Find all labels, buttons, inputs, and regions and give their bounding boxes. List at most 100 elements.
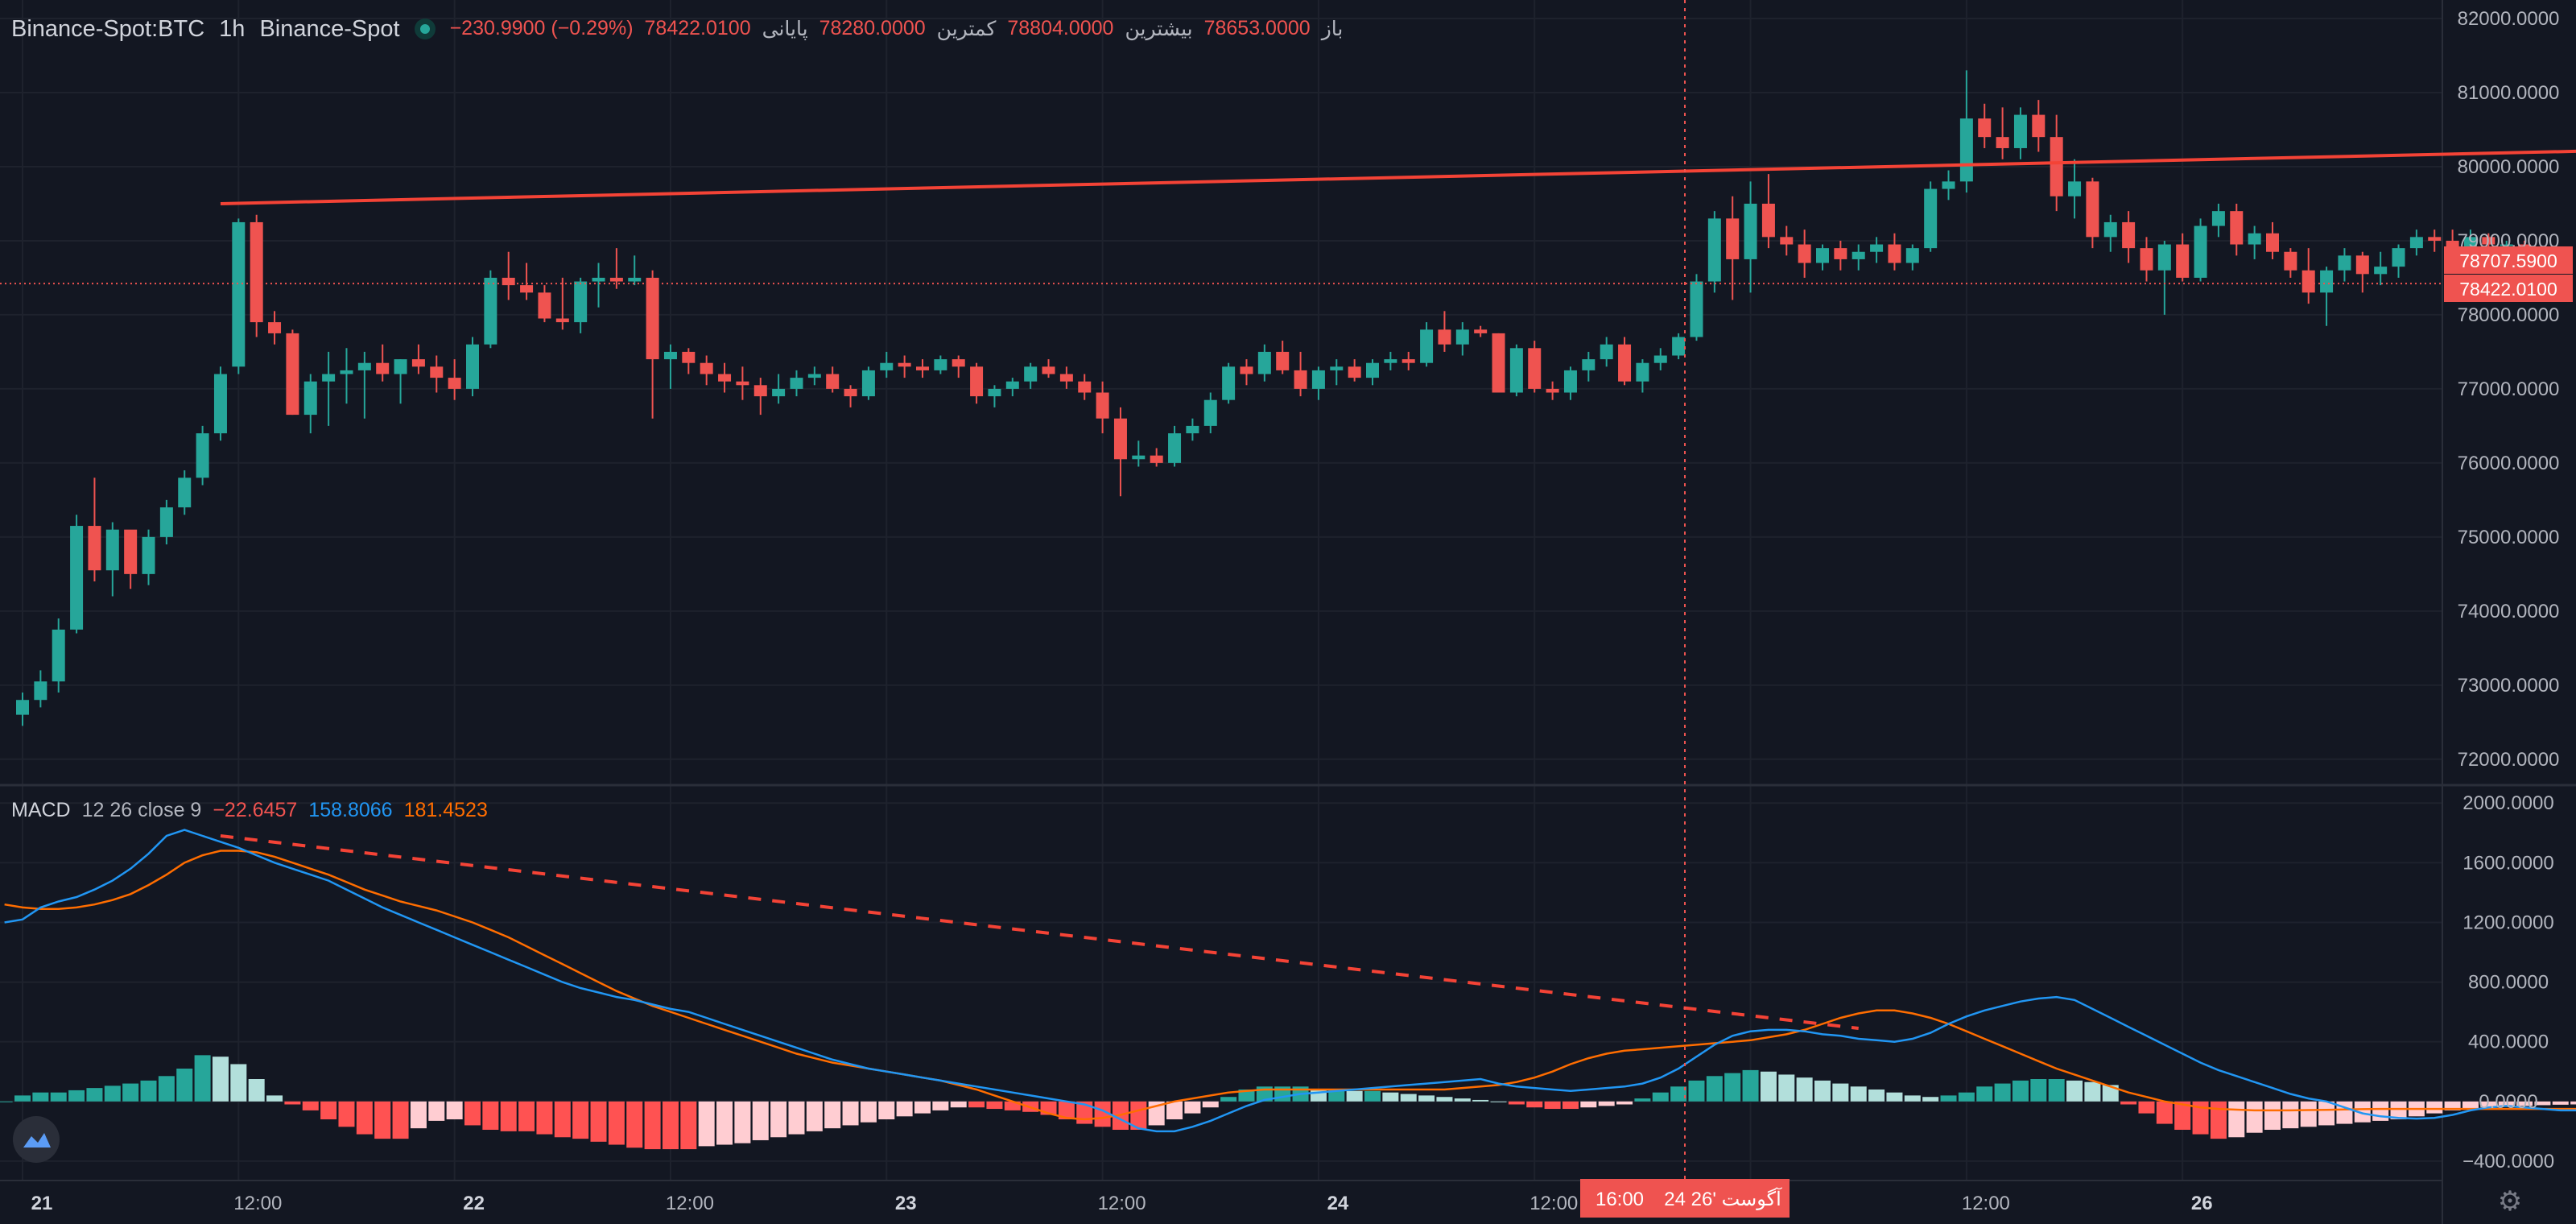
candle-body (1744, 203, 1757, 259)
candle-body (2050, 137, 2063, 196)
macd-line-value: 158.8066 (308, 799, 393, 821)
macd-histogram-bar (1886, 1092, 1903, 1102)
macd-divergence-line (220, 834, 1859, 1030)
macd-name[interactable]: MACD (11, 799, 71, 821)
price-tick-label: 82000.0000 (2458, 8, 2560, 30)
macd-histogram-bar (1634, 1098, 1651, 1102)
macd-histogram-bar (1418, 1095, 1435, 1102)
macd-histogram-bar (518, 1101, 535, 1131)
candle-body (232, 221, 246, 367)
macd-histogram-bar (2516, 1101, 2533, 1106)
candle-body (2086, 181, 2099, 238)
macd-histogram-bar (1688, 1080, 1705, 1102)
macd-histogram-bar (2570, 1101, 2576, 1105)
candle-body (1186, 425, 1199, 434)
macd-histogram-bar (680, 1101, 697, 1150)
symbol-name[interactable]: Binance-Spot:BTC (11, 15, 205, 42)
macd-histogram-bar (194, 1055, 211, 1102)
last-price-label: 78422.0100 (2444, 275, 2573, 302)
candle-body (2122, 221, 2136, 249)
candle-body (609, 277, 623, 282)
macd-histogram-bar (1400, 1094, 1417, 1102)
macd-histogram-bar (302, 1101, 319, 1110)
macd-histogram-bar (464, 1101, 481, 1126)
macd-histogram-bar (590, 1101, 607, 1142)
macd-histogram-bar (1598, 1101, 1615, 1106)
macd-histogram-bar (986, 1101, 1003, 1110)
candle-body (916, 366, 929, 370)
macd-histogram-bar (896, 1101, 913, 1117)
candle-body (1798, 244, 1811, 263)
candle-body (2248, 233, 2261, 245)
market-status-icon[interactable] (414, 19, 436, 39)
candle-body (178, 478, 192, 508)
gear-icon[interactable]: ⚙ (2497, 1186, 2523, 1217)
candle-body (124, 529, 138, 574)
candle-body (105, 529, 119, 571)
macd-histogram-bar (320, 1101, 337, 1120)
candle-body (700, 362, 713, 374)
macd-histogram-bar (1976, 1086, 1993, 1102)
candle-body (1096, 392, 1109, 419)
low-label: کمترین (936, 18, 997, 40)
macd-tick-label: −400.0000 (2462, 1151, 2554, 1172)
macd-histogram-bar (1220, 1097, 1237, 1102)
candle-body (2338, 255, 2351, 271)
macd-histogram-bar (212, 1057, 229, 1102)
high-label: بیشترین (1125, 18, 1193, 40)
candle-body (1996, 137, 2009, 148)
candle-body (2266, 233, 2279, 252)
macd-histogram-bar (2102, 1085, 2119, 1102)
macd-histogram-bar (842, 1101, 859, 1126)
candle-body (1294, 370, 1307, 389)
macd-histogram-bar (1004, 1101, 1021, 1110)
candle-body (682, 351, 696, 363)
macd-histogram-bar (410, 1101, 427, 1129)
candle-body (286, 333, 299, 416)
candle-body (1168, 433, 1182, 463)
candle-body (1348, 366, 1361, 378)
candle-body (1707, 218, 1721, 282)
candle-body (1672, 337, 1686, 356)
candle-body (1959, 118, 1973, 182)
legend[interactable]: Binance-Spot:BTC 1h Binance-Spot باز 786… (11, 11, 1343, 47)
exchange-name[interactable]: Binance-Spot (259, 15, 400, 42)
drawings[interactable] (0, 144, 2576, 285)
candle-body (574, 281, 588, 323)
interval-label[interactable]: 1h (219, 15, 246, 42)
candle-body (1942, 181, 1955, 189)
candle-body (2032, 114, 2046, 138)
price-tick-label: 72000.0000 (2458, 749, 2560, 771)
candle-body (2374, 267, 2388, 275)
candle-body (952, 359, 965, 367)
tradingview-logo-icon[interactable] (13, 1116, 60, 1163)
candle-body (1059, 374, 1073, 382)
macd-histogram-bar (2372, 1101, 2389, 1121)
macd-histogram-bar (338, 1101, 355, 1127)
macd-pane[interactable] (0, 829, 2576, 1150)
price-tick-label: 78000.0000 (2458, 304, 2560, 326)
candle-body (1546, 388, 1559, 393)
candle-body (466, 344, 479, 389)
candles[interactable] (16, 70, 2532, 726)
macd-histogram-bar (2066, 1080, 2083, 1102)
candle-body (1024, 366, 1038, 382)
candle-body (2211, 211, 2225, 226)
macd-histogram-bar (914, 1101, 931, 1114)
crosshair-price-label: 78707.5900 (2444, 246, 2573, 274)
time-tick-label: 23 (895, 1193, 917, 1214)
candle-body (1636, 362, 1649, 382)
macd-histogram-bar (2156, 1101, 2173, 1124)
time-tick-label: 24 (1327, 1193, 1349, 1214)
price-axis[interactable]: 72000.0000 73000.0000 74000.0000 75000.0000… (2458, 8, 2560, 1172)
macd-histogram-value: −22.6457 (213, 799, 298, 821)
candle-body (772, 388, 786, 397)
macd-histogram-bar (2228, 1101, 2245, 1138)
macd-histogram-bar (950, 1101, 967, 1108)
macd-legend[interactable]: MACD 12 26 close 9 −22.6457 158.8066 181… (11, 799, 488, 822)
macd-tick-label: 1600.0000 (2462, 852, 2553, 874)
time-tick-label: 12:00 (233, 1193, 282, 1214)
macd-histogram-bar (500, 1101, 517, 1131)
